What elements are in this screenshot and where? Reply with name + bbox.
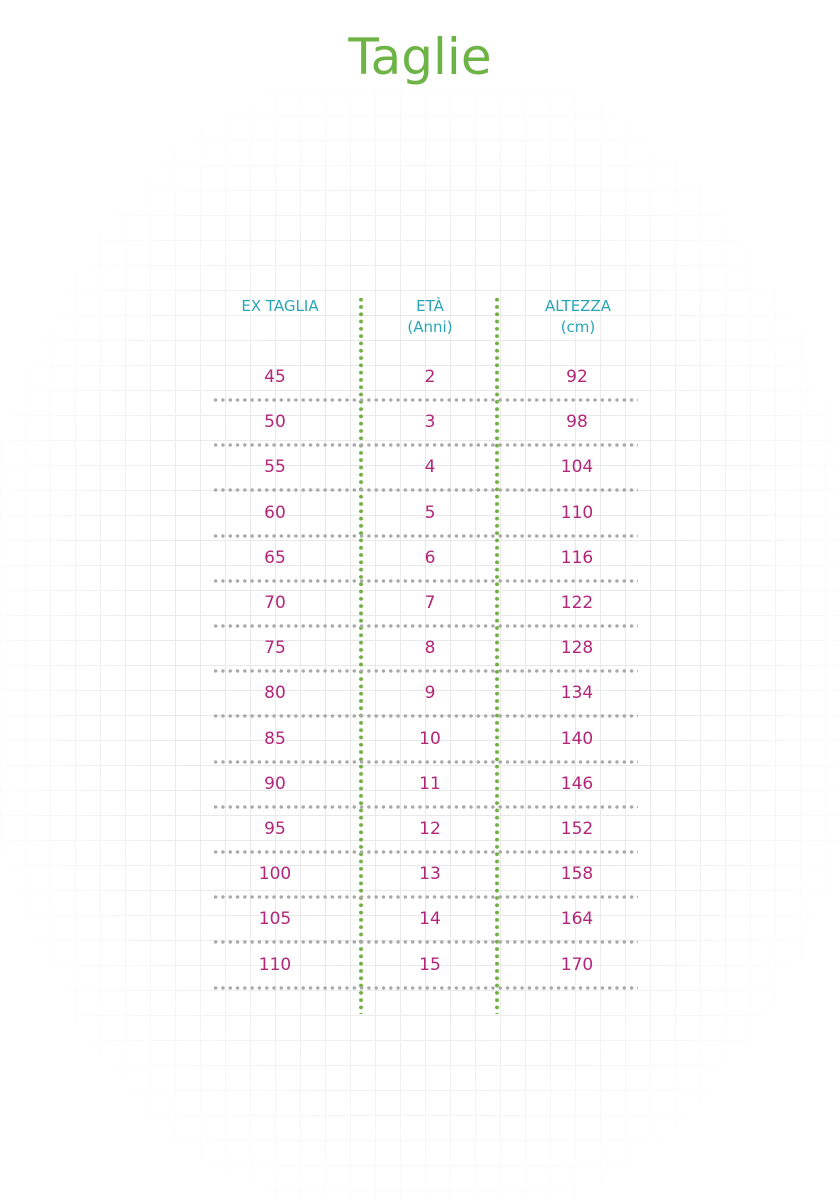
eta-cell: 8: [424, 638, 436, 659]
row-divider: [212, 940, 638, 945]
row-divider: [212, 895, 638, 900]
altezza-cell: 98: [566, 412, 588, 433]
ex-taglia-cell: 110: [258, 954, 292, 975]
eta-cell: 13: [419, 864, 441, 885]
column-divider: [359, 296, 363, 1014]
eta-cell: 6: [424, 547, 436, 568]
row-divider: [212, 804, 638, 809]
ex-taglia-cell: 105: [258, 909, 292, 930]
eta-cell: 5: [424, 502, 436, 523]
altezza-cell: 128: [560, 638, 594, 659]
row-divider: [212, 443, 638, 448]
altezza-cell: 146: [560, 773, 594, 794]
altezza-cell: 116: [560, 547, 594, 568]
eta-cell: 11: [419, 773, 441, 794]
ex-taglia-cell: 85: [264, 728, 286, 749]
header-altezza: ALTEZZA (cm): [498, 296, 658, 338]
ex-taglia-cell: 45: [264, 367, 286, 387]
ex-taglia-cell: 55: [264, 457, 286, 478]
altezza-cell: 134: [560, 683, 594, 704]
row-divider: [212, 714, 638, 719]
altezza-cell: 164: [560, 909, 594, 930]
row-divider: [212, 533, 638, 538]
row-divider: [212, 850, 638, 854]
row-divider: [212, 669, 638, 674]
eta-cell: 12: [419, 819, 441, 839]
ex-taglia-cell: 90: [264, 773, 286, 794]
header-unit: (Anni): [407, 318, 453, 336]
header-label: ETÀ: [416, 297, 444, 315]
header-unit: (cm): [560, 318, 596, 336]
ex-taglia-cell: 100: [258, 864, 292, 885]
header-ex-taglia: EX TAGLIA: [200, 296, 360, 317]
altezza-cell: 140: [560, 728, 594, 749]
header-eta: ETÀ (Anni): [350, 296, 510, 338]
altezza-cell: 104: [560, 457, 594, 478]
altezza-cell: 122: [560, 593, 594, 613]
row-divider: [212, 488, 638, 493]
eta-cell: 7: [424, 593, 436, 613]
altezza-cell: 152: [560, 819, 594, 839]
ex-taglia-cell: 60: [264, 502, 286, 523]
ex-taglia-cell: 95: [264, 819, 286, 839]
ex-taglia-cell: 75: [264, 638, 286, 659]
eta-cell: 2: [424, 367, 436, 387]
ex-taglia-cell: 70: [264, 593, 286, 613]
eta-cell: 3: [424, 412, 436, 433]
row-divider: [212, 759, 638, 764]
page-title: Taglie: [348, 28, 492, 86]
altezza-cell: 110: [560, 502, 594, 523]
header-label: ALTEZZA: [544, 297, 611, 315]
eta-cell: 10: [419, 728, 441, 749]
eta-cell: 4: [424, 457, 436, 478]
ex-taglia-cell: 50: [264, 412, 286, 433]
eta-cell: 14: [419, 909, 441, 930]
eta-cell: 9: [424, 683, 436, 704]
altezza-cell: 92: [566, 367, 588, 387]
row-divider: [212, 985, 638, 990]
eta-cell: 15: [419, 954, 441, 975]
column-divider: [495, 296, 499, 1014]
altezza-cell: 158: [560, 864, 594, 885]
ex-taglia-cell: 80: [264, 683, 286, 704]
ex-taglia-cell: 65: [264, 547, 286, 568]
row-divider: [212, 398, 638, 402]
header-label: EX TAGLIA: [241, 297, 319, 315]
altezza-cell: 170: [560, 954, 594, 975]
grid-background: [0, 90, 840, 1200]
row-divider: [212, 578, 638, 583]
row-divider: [212, 624, 638, 628]
